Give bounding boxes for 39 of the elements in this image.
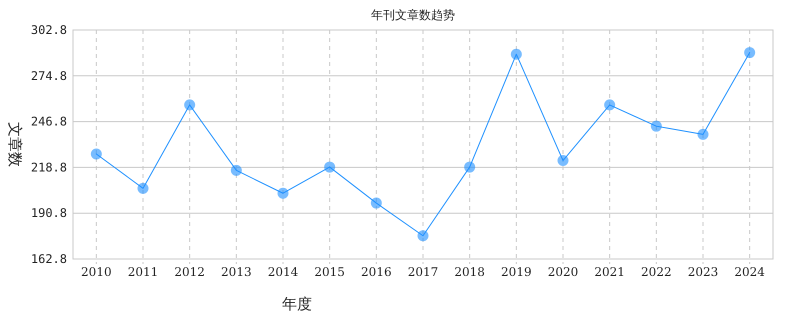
y-tick-label: 190.8 [30,206,67,220]
point [184,99,196,110]
point [558,155,568,166]
x-tick-label: 2012 [174,265,205,279]
point [418,230,428,242]
y-axis-title: 文章数 [6,122,24,167]
point [510,48,522,60]
chart-title: 年刊文章数趋势 [371,8,455,22]
point [278,188,288,199]
x-tick-label: 2021 [594,265,625,279]
x-tick-label: 2023 [688,265,718,279]
x-axis-title: 年度 [282,295,312,313]
point [698,128,708,140]
point [370,198,382,209]
x-tick-label: 2022 [641,265,672,279]
x-tick-label: 2015 [314,265,345,279]
x-tick-label: 2010 [81,265,112,279]
x-tick-label: 2013 [221,265,252,279]
y-tick-label: 218.8 [30,160,67,174]
x-tick-label: 2018 [454,265,485,279]
x-tick-label: 2019 [501,265,532,279]
point [230,164,242,176]
x-tick-label: 2016 [361,265,392,279]
point [650,120,662,132]
x-tick-label: 2017 [408,265,438,279]
point [604,99,616,110]
point [138,182,148,194]
point [744,47,756,58]
x-tick-label: 2014 [268,265,299,279]
y-tick-label: 162.8 [30,252,67,266]
point [324,162,336,173]
point [90,148,102,160]
x-tick-label: 2020 [548,265,578,279]
point [464,162,476,173]
y-tick-label: 246.8 [30,114,67,129]
x-tick-label: 2011 [128,265,158,279]
y-tick-label: 274.8 [30,68,67,83]
y-tick-label: 302.8 [30,23,67,37]
x-tick-label: 2024 [734,265,766,279]
